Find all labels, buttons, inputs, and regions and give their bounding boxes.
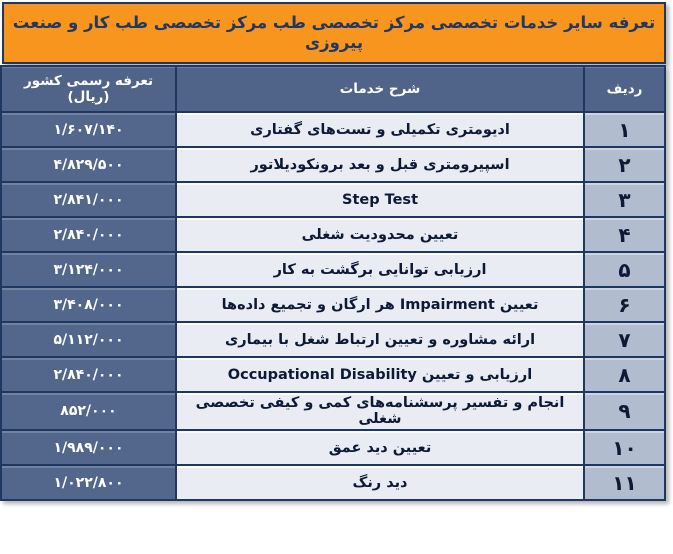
row-index: ۶ [583, 286, 666, 323]
row-index: ۴ [583, 216, 666, 253]
service-name: ارزیابی و تعیین Occupational Disability [175, 356, 585, 393]
table-row: ۹ انجام و تفسیر پرسشنامه‌های کمی و کیفی … [0, 391, 666, 431]
tariff-value: ۱/۶۰۷/۱۴۰ [0, 111, 177, 148]
row-index: ۷ [583, 321, 666, 358]
table-row: ۱ ادیومتری تکمیلی و تست‌های گفتاری ۱/۶۰۷… [0, 111, 666, 148]
tariff-table: ردیف شرح خدمات تعرفه رسمی کشور (ریال) ۱ … [0, 65, 666, 501]
table-row: ۴ تعیین محدودیت شغلی ۲/۸۴۰/۰۰۰ [0, 216, 666, 253]
tariff-value: ۲/۸۴۰/۰۰۰ [0, 356, 177, 393]
tariff-sheet: تعرفه سایر خدمات تخصصی مرکز تخصصی طب مرک… [0, 2, 666, 501]
service-name: Step Test [175, 181, 585, 218]
table-row: ۶ تعیین Impairment هر ارگان و تجمیع داده… [0, 286, 666, 323]
table-row: ۵ ارزیابی توانایی برگشت به کار ۳/۱۲۴/۰۰۰ [0, 251, 666, 288]
table-row: ۸ ارزیابی و تعیین Occupational Disabilit… [0, 356, 666, 393]
table-row: ۳ Step Test ۲/۸۴۱/۰۰۰ [0, 181, 666, 218]
tariff-value: ۱/۰۲۲/۸۰۰ [0, 464, 177, 501]
table-row: ۱۱ دید رنگ ۱/۰۲۲/۸۰۰ [0, 464, 666, 501]
row-index: ۱ [583, 111, 666, 148]
page-title-bar: تعرفه سایر خدمات تخصصی مرکز تخصصی طب مرک… [2, 2, 666, 64]
service-name: دید رنگ [175, 464, 585, 501]
column-header-tariff: تعرفه رسمی کشور (ریال) [0, 65, 177, 113]
row-index: ۹ [583, 391, 666, 431]
row-index: ۸ [583, 356, 666, 393]
service-name: تعیین دید عمق [175, 429, 585, 466]
tariff-value: ۵/۱۱۲/۰۰۰ [0, 321, 177, 358]
row-index: ۱۱ [583, 464, 666, 501]
tariff-value: ۲/۸۴۱/۰۰۰ [0, 181, 177, 218]
service-name: اسپیرومتری قبل و بعد برونکودیلاتور [175, 146, 585, 183]
table-row: ۱۰ تعیین دید عمق ۱/۹۸۹/۰۰۰ [0, 429, 666, 466]
tariff-value: ۳/۴۰۸/۰۰۰ [0, 286, 177, 323]
tariff-value: ۲/۸۴۰/۰۰۰ [0, 216, 177, 253]
page-title: تعرفه سایر خدمات تخصصی مرکز تخصصی طب مرک… [12, 13, 656, 52]
tariff-value: ۴/۸۲۹/۵۰۰ [0, 146, 177, 183]
service-name: تعیین محدودیت شغلی [175, 216, 585, 253]
service-name: ارزیابی توانایی برگشت به کار [175, 251, 585, 288]
table-row: ۷ ارائه مشاوره و تعیین ارتباط شغل با بیم… [0, 321, 666, 358]
service-name: انجام و تفسیر پرسشنامه‌های کمی و کیفی تخ… [175, 391, 585, 431]
row-index: ۵ [583, 251, 666, 288]
row-index: ۱۰ [583, 429, 666, 466]
row-index: ۳ [583, 181, 666, 218]
tariff-value: ۱/۹۸۹/۰۰۰ [0, 429, 177, 466]
table-row: ۲ اسپیرومتری قبل و بعد برونکودیلاتور ۴/۸… [0, 146, 666, 183]
service-name: ادیومتری تکمیلی و تست‌های گفتاری [175, 111, 585, 148]
service-name: تعیین Impairment هر ارگان و تجمیع داده‌ه… [175, 286, 585, 323]
row-index: ۲ [583, 146, 666, 183]
tariff-value: ۸۵۲/۰۰۰ [0, 391, 177, 431]
table-header-row: ردیف شرح خدمات تعرفه رسمی کشور (ریال) [0, 65, 666, 113]
column-header-row-number: ردیف [583, 65, 666, 113]
service-name: ارائه مشاوره و تعیین ارتباط شغل با بیمار… [175, 321, 585, 358]
tariff-value: ۳/۱۲۴/۰۰۰ [0, 251, 177, 288]
column-header-service: شرح خدمات [175, 65, 585, 113]
